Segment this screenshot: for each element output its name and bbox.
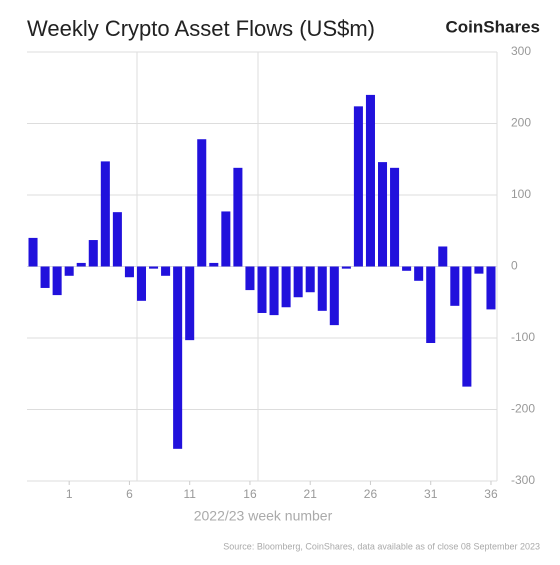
bar	[149, 266, 159, 269]
bar	[245, 266, 255, 291]
y-tick-label: 200	[511, 116, 531, 130]
bar	[317, 266, 327, 311]
bar	[257, 266, 267, 313]
y-tick-label: -300	[511, 473, 535, 487]
bar	[124, 266, 134, 278]
y-tick-label: 300	[511, 44, 531, 58]
bar	[209, 262, 219, 267]
y-tick-label: 0	[511, 259, 518, 273]
x-tick-label: 26	[364, 487, 378, 501]
bar	[76, 262, 86, 267]
x-tick-label: 16	[243, 487, 257, 501]
bar	[462, 266, 472, 387]
bar	[112, 212, 122, 267]
bar	[64, 266, 74, 276]
y-tick-label: -100	[511, 330, 535, 344]
x-tick-label: 21	[304, 487, 318, 501]
bar	[233, 167, 243, 267]
bar	[161, 266, 171, 276]
bar	[100, 161, 110, 267]
bar	[474, 266, 484, 274]
bar	[414, 266, 424, 281]
bar	[329, 266, 339, 326]
bar	[221, 211, 231, 267]
x-axis-label: 2022/23 week number	[194, 508, 333, 524]
bar	[136, 266, 147, 301]
bar	[402, 266, 412, 271]
bar	[173, 266, 183, 449]
x-tick-label: 36	[484, 487, 498, 501]
x-tick-label: 6	[126, 487, 133, 501]
bar	[365, 94, 375, 267]
bar	[88, 240, 98, 267]
bar	[281, 266, 291, 308]
bar	[438, 246, 448, 267]
bar	[377, 162, 388, 267]
bar	[390, 167, 400, 267]
bar	[197, 139, 207, 267]
bar	[52, 266, 62, 296]
bar	[450, 266, 460, 306]
x-tick-label: 11	[183, 487, 196, 501]
bar	[269, 266, 279, 316]
source-note: Source: Bloomberg, CoinShares, data avai…	[223, 541, 540, 551]
y-tick-label: -200	[511, 402, 535, 416]
bar	[28, 237, 38, 267]
bar	[293, 266, 303, 298]
bar	[40, 266, 50, 288]
y-tick-label: 100	[511, 187, 531, 201]
bar	[305, 266, 315, 293]
bar	[486, 266, 496, 310]
bar	[426, 266, 436, 344]
chart-title: Weekly Crypto Asset Flows (US$m)	[27, 16, 375, 41]
brand-logo: CoinShares	[446, 17, 540, 36]
bar	[341, 266, 351, 269]
bar	[185, 266, 195, 341]
bar	[353, 106, 363, 267]
x-tick-label: 31	[424, 487, 438, 501]
x-tick-label: 1	[66, 487, 73, 501]
